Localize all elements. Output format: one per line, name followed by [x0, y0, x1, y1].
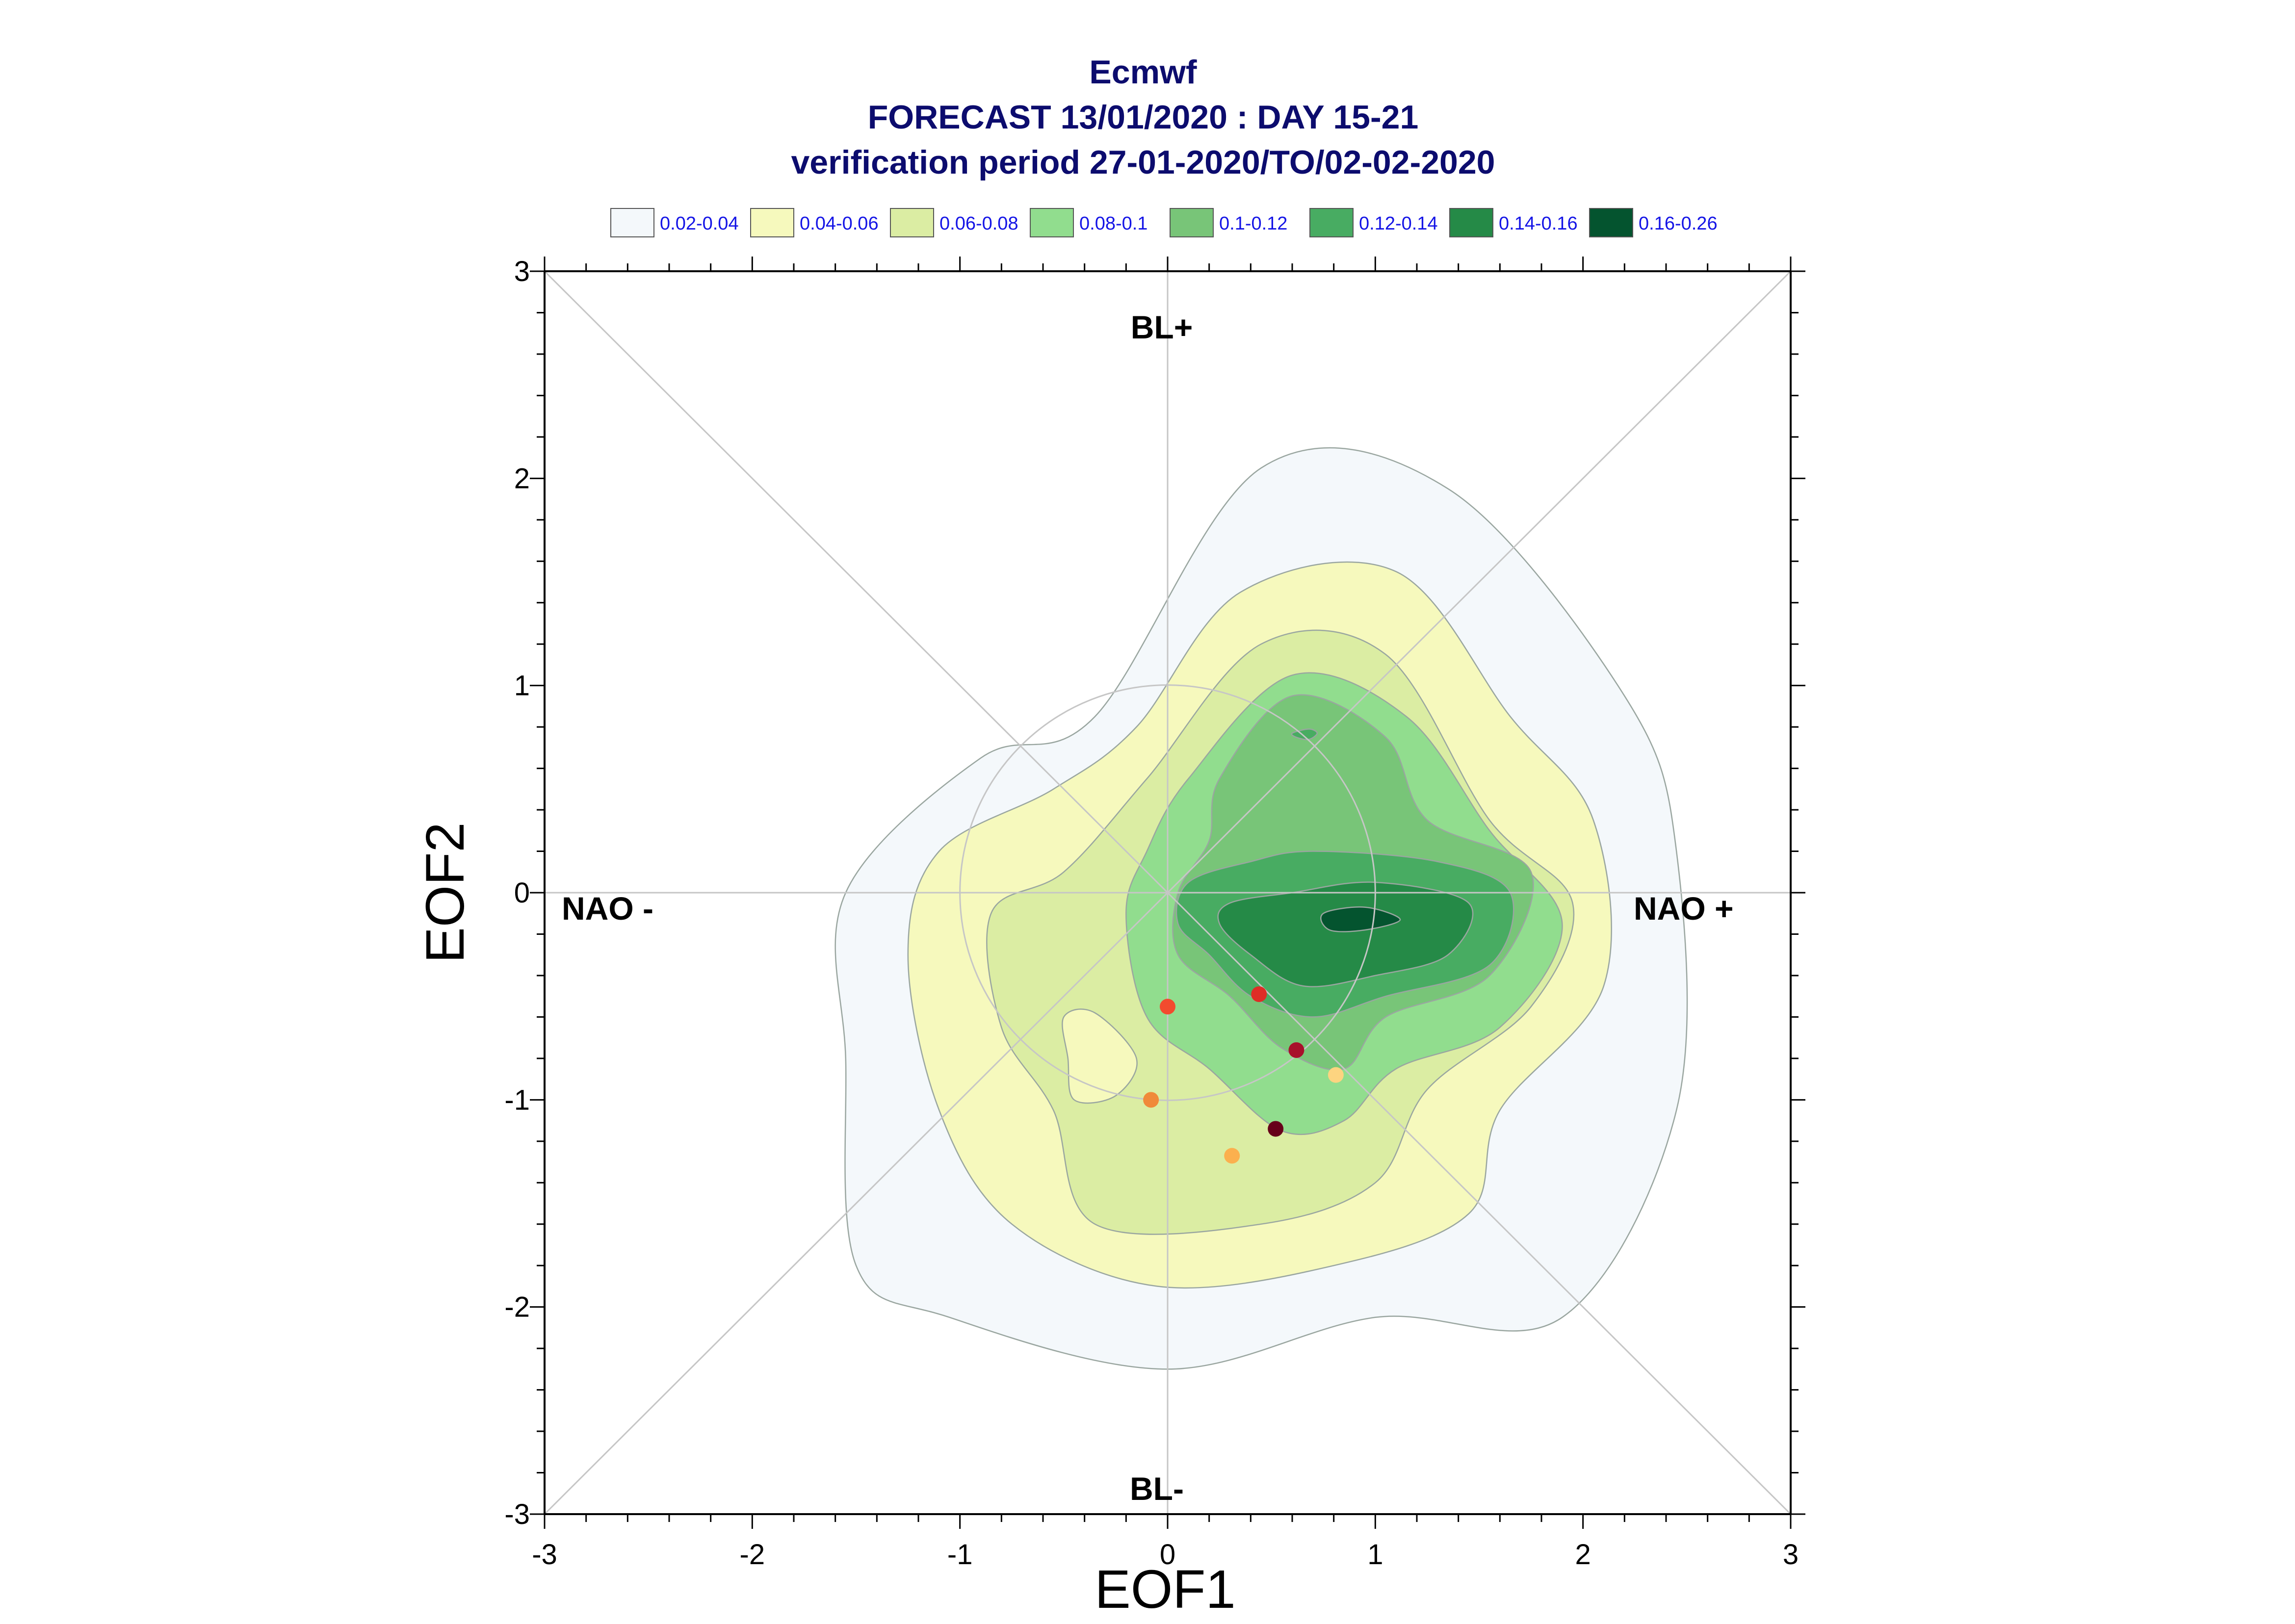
legend-label: 0.12-0.14 — [1359, 213, 1438, 234]
y-tick-label: 0 — [514, 877, 530, 909]
y-tick-label: 1 — [514, 670, 530, 702]
unit-circle — [959, 684, 1376, 1101]
title-line-1: Ecmwf — [1089, 53, 1197, 91]
data-point — [1160, 999, 1175, 1015]
y-tick-label: 2 — [514, 463, 530, 494]
y-axis-title: EOF2 — [415, 822, 475, 963]
x-tick-label: 2 — [1575, 1539, 1591, 1571]
y-tick-label: 3 — [514, 256, 530, 287]
legend-label: 0.16-0.26 — [1639, 213, 1718, 234]
title-line-2: FORECAST 13/01/2020 : DAY 15-21 — [868, 99, 1419, 136]
density-contours — [835, 447, 1688, 1370]
x-tick-label: -3 — [532, 1539, 557, 1571]
reference-lines — [544, 270, 1792, 1515]
data-point — [1251, 986, 1267, 1002]
axis-ticks: -3 -2 -1 0 1 2 3 3 2 1 0 -1 -2 -3 — [504, 256, 1805, 1571]
legend-swatch — [1030, 208, 1074, 237]
legend-swatch — [1589, 208, 1633, 237]
x-tick-label: 3 — [1783, 1539, 1799, 1571]
regime-labels: BL+ BL- NAO - NAO + — [562, 309, 1734, 1507]
x-tick-label: 0 — [1160, 1539, 1175, 1571]
regime-label-top: BL+ — [1131, 309, 1193, 345]
data-point — [1143, 1092, 1159, 1108]
x-tick-label: -1 — [947, 1539, 973, 1571]
x-tick-label: 1 — [1367, 1539, 1383, 1571]
legend-label: 0.1-0.12 — [1219, 213, 1287, 234]
contour-island — [1062, 1008, 1138, 1104]
legend-label: 0.04-0.06 — [800, 213, 879, 234]
y-tick-label: -3 — [504, 1498, 530, 1530]
legend-swatch — [750, 208, 794, 237]
data-point — [1268, 1121, 1284, 1137]
legend-label: 0.14-0.16 — [1499, 213, 1578, 234]
contour-band — [1217, 881, 1474, 987]
legend-label: 0.08-0.1 — [1079, 213, 1148, 234]
data-point — [1224, 1148, 1240, 1164]
legend-label: 0.06-0.08 — [939, 213, 1018, 234]
legend-swatch — [1449, 208, 1493, 237]
legend-swatch — [890, 208, 934, 237]
regime-label-left: NAO - — [562, 890, 653, 927]
chart-title: Ecmwf FORECAST 13/01/2020 : DAY 15-21 ve… — [791, 53, 1495, 181]
legend: 0.02-0.04 0.04-0.06 0.06-0.08 0.08-0.1 0.1-0… — [610, 208, 1718, 237]
x-tick-label: -2 — [740, 1539, 765, 1571]
y-tick-label: -2 — [504, 1291, 530, 1323]
regime-label-bottom: BL- — [1130, 1470, 1184, 1507]
contour-band — [1320, 906, 1401, 932]
y-tick-label: -1 — [504, 1084, 530, 1116]
legend-swatch — [1309, 208, 1354, 237]
title-line-3: verification period 27-01-2020/TO/02-02-… — [791, 144, 1495, 181]
regime-label-right: NAO + — [1634, 890, 1734, 927]
forecast-points — [1143, 986, 1344, 1164]
diagonal-line — [544, 270, 1792, 1515]
legend-swatch — [610, 208, 654, 237]
legend-swatch — [1170, 208, 1214, 237]
data-point — [1328, 1067, 1344, 1083]
legend-label: 0.02-0.04 — [660, 213, 739, 234]
data-point — [1288, 1042, 1304, 1058]
x-axis-title: EOF1 — [1095, 1559, 1235, 1620]
